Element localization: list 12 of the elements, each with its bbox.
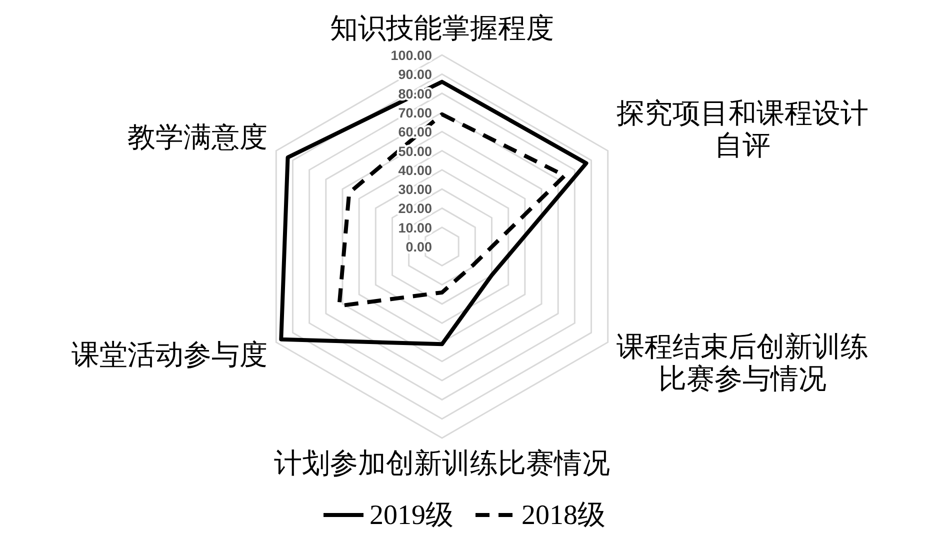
y-tick-label: 20.00 bbox=[398, 200, 432, 216]
y-tick-label: 60.00 bbox=[398, 124, 432, 140]
y-tick-label: 40.00 bbox=[398, 162, 432, 178]
y-tick-label: 100.00 bbox=[390, 48, 432, 62]
y-tick-label: 30.00 bbox=[398, 182, 432, 197]
y-tick-label: 70.00 bbox=[398, 104, 432, 120]
y-tick-label: 10.00 bbox=[398, 220, 432, 235]
y-tick-label: 90.00 bbox=[398, 66, 432, 82]
legend-label: 2018级 bbox=[522, 500, 606, 530]
y-tick-label: 50.00 bbox=[398, 143, 432, 158]
y-tick-label: 0.00 bbox=[406, 239, 432, 254]
legend-label: 2019级 bbox=[370, 500, 454, 530]
